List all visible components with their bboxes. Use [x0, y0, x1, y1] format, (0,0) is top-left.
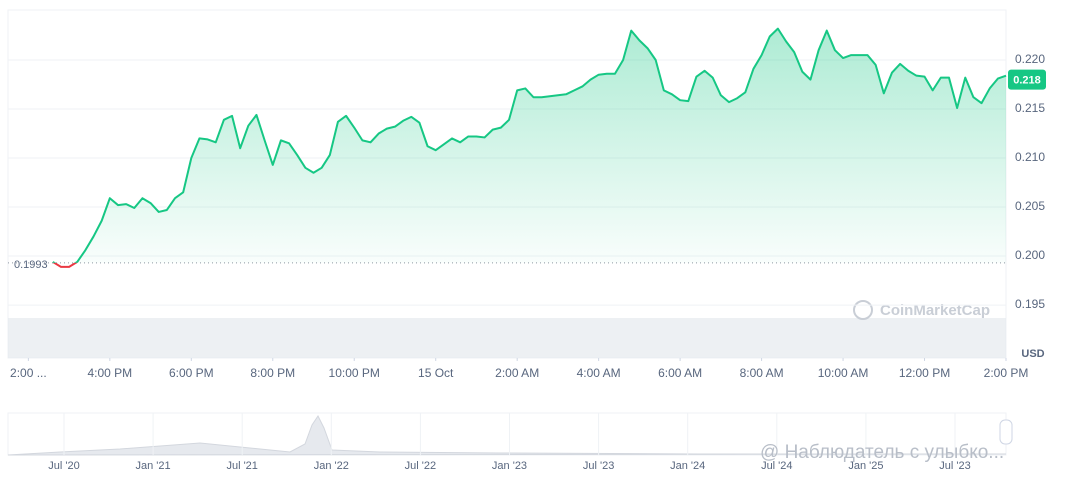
x-tick-label: 8:00 PM: [250, 366, 295, 380]
navigator-label: Jan '21: [136, 460, 171, 472]
watermark-logo: [853, 300, 873, 320]
navigator-area: [7, 415, 1007, 456]
watermark: CoinMarketCap: [853, 300, 990, 320]
y-tick-label: 0.215: [1015, 101, 1045, 115]
y-tick-label: 0.220: [1015, 52, 1045, 66]
x-tick-label: 10:00 AM: [818, 366, 869, 380]
last-price-label: 0.218: [1013, 75, 1041, 87]
y-tick-label: 0.200: [1015, 248, 1045, 262]
x-tick-label: 8:00 AM: [740, 366, 784, 380]
x-tick-label: 4:00 AM: [577, 366, 621, 380]
x-tick-label: 2:00 AM: [495, 366, 539, 380]
navigator-label: Jan '25: [848, 460, 883, 472]
watermark-text: CoinMarketCap: [880, 302, 990, 319]
navigator-label: Jul '21: [226, 460, 257, 472]
y-tick-label: 0.210: [1015, 150, 1045, 164]
navigator-label: Jan '24: [670, 460, 705, 472]
x-tick-label: 6:00 PM: [169, 366, 214, 380]
y-tick-label: 0.195: [1015, 297, 1045, 311]
navigator-handle[interactable]: [999, 419, 1013, 445]
y-tick-label: 0.205: [1015, 199, 1045, 213]
navigator-label: Jul '20: [48, 460, 79, 472]
x-tick-label: 10:00 PM: [329, 366, 380, 380]
currency-label: USD: [1021, 348, 1044, 360]
price-line: [52, 27, 1007, 263]
volume-area: [8, 318, 1006, 358]
navigator-label: Jan '22: [314, 460, 349, 472]
x-tick-label: 2:00 ...: [10, 366, 47, 380]
navigator-label: Jul '24: [761, 460, 792, 472]
overlay-text: @ Наблюдатель с улыбко...: [760, 442, 1004, 463]
x-tick-label: 12:00 PM: [899, 366, 950, 380]
area-fill: [52, 28, 1006, 263]
x-tick-label: 6:00 AM: [658, 366, 702, 380]
navigator-label: Jan '23: [492, 460, 527, 472]
x-tick-label: 4:00 PM: [87, 366, 132, 380]
x-tick-label: 15 Oct: [418, 366, 454, 380]
x-tick-label: 2:00 PM: [984, 366, 1029, 380]
navigator-label: Jul '22: [405, 460, 436, 472]
last-price-badge: [1008, 69, 1046, 90]
navigator-label: Jul '23: [939, 460, 970, 472]
baseline-label: 0.1993: [14, 259, 48, 271]
navigator-label: Jul '23: [583, 460, 614, 472]
